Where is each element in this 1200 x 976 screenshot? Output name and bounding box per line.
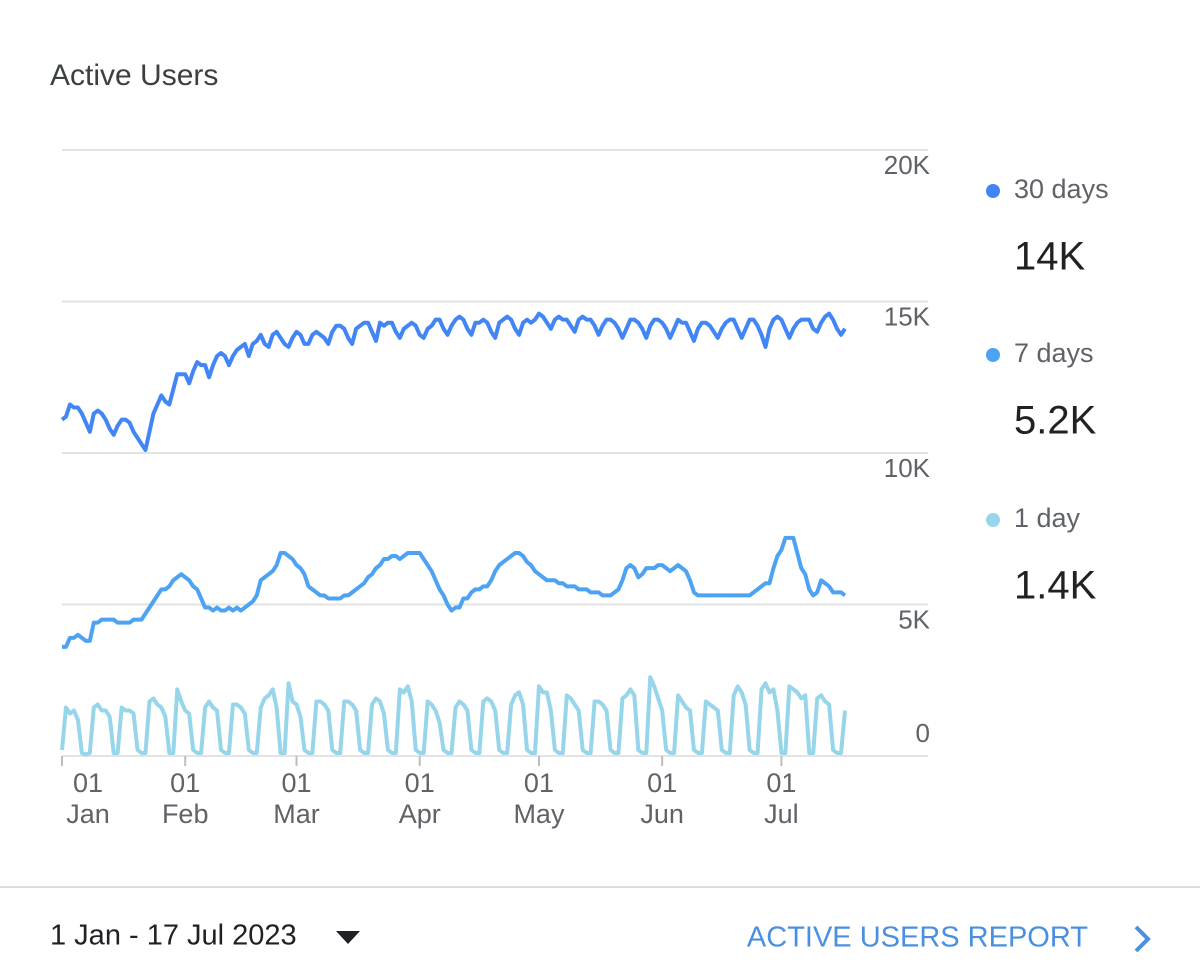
x-tick-label: 01 May (513, 768, 565, 829)
report-link[interactable]: ACTIVE USERS REPORT (747, 922, 1088, 954)
chevron[interactable] (1134, 925, 1151, 953)
series-line (62, 535, 847, 649)
x-tick-label: 01 Mar (273, 768, 320, 829)
y-tick-label: 0 (916, 718, 930, 748)
series-line (60, 675, 847, 757)
y-tick-label: 20K (884, 150, 931, 180)
legend-dot (986, 513, 1000, 527)
dropdown-arrow[interactable] (336, 931, 360, 944)
x-tick-label: 01 Jul (764, 768, 799, 829)
y-tick-label: 5K (898, 604, 930, 634)
series-line (60, 311, 847, 452)
x-tick-label: 01 Feb (161, 768, 209, 829)
legend-value: 14K (1014, 235, 1085, 279)
x-tick-label: 01 Apr (398, 768, 441, 829)
x-tick-label: 01 Jun (640, 768, 684, 829)
date-range[interactable]: 1 Jan - 17 Jul 2023 (50, 920, 297, 952)
y-tick-label: 10K (884, 453, 931, 483)
legend-dot (986, 184, 1000, 198)
legend-label: 30 days (1014, 174, 1109, 204)
card-title: Active Users (50, 59, 218, 92)
x-tick-label: 01 Jan (66, 768, 110, 829)
legend-dot (986, 348, 1000, 362)
legend-value: 1.4K (1014, 564, 1097, 608)
legend-label: 7 days (1014, 338, 1094, 368)
y-tick-label: 15K (884, 301, 931, 331)
legend-label: 1 day (1014, 503, 1081, 533)
legend-value: 5.2K (1014, 399, 1097, 443)
